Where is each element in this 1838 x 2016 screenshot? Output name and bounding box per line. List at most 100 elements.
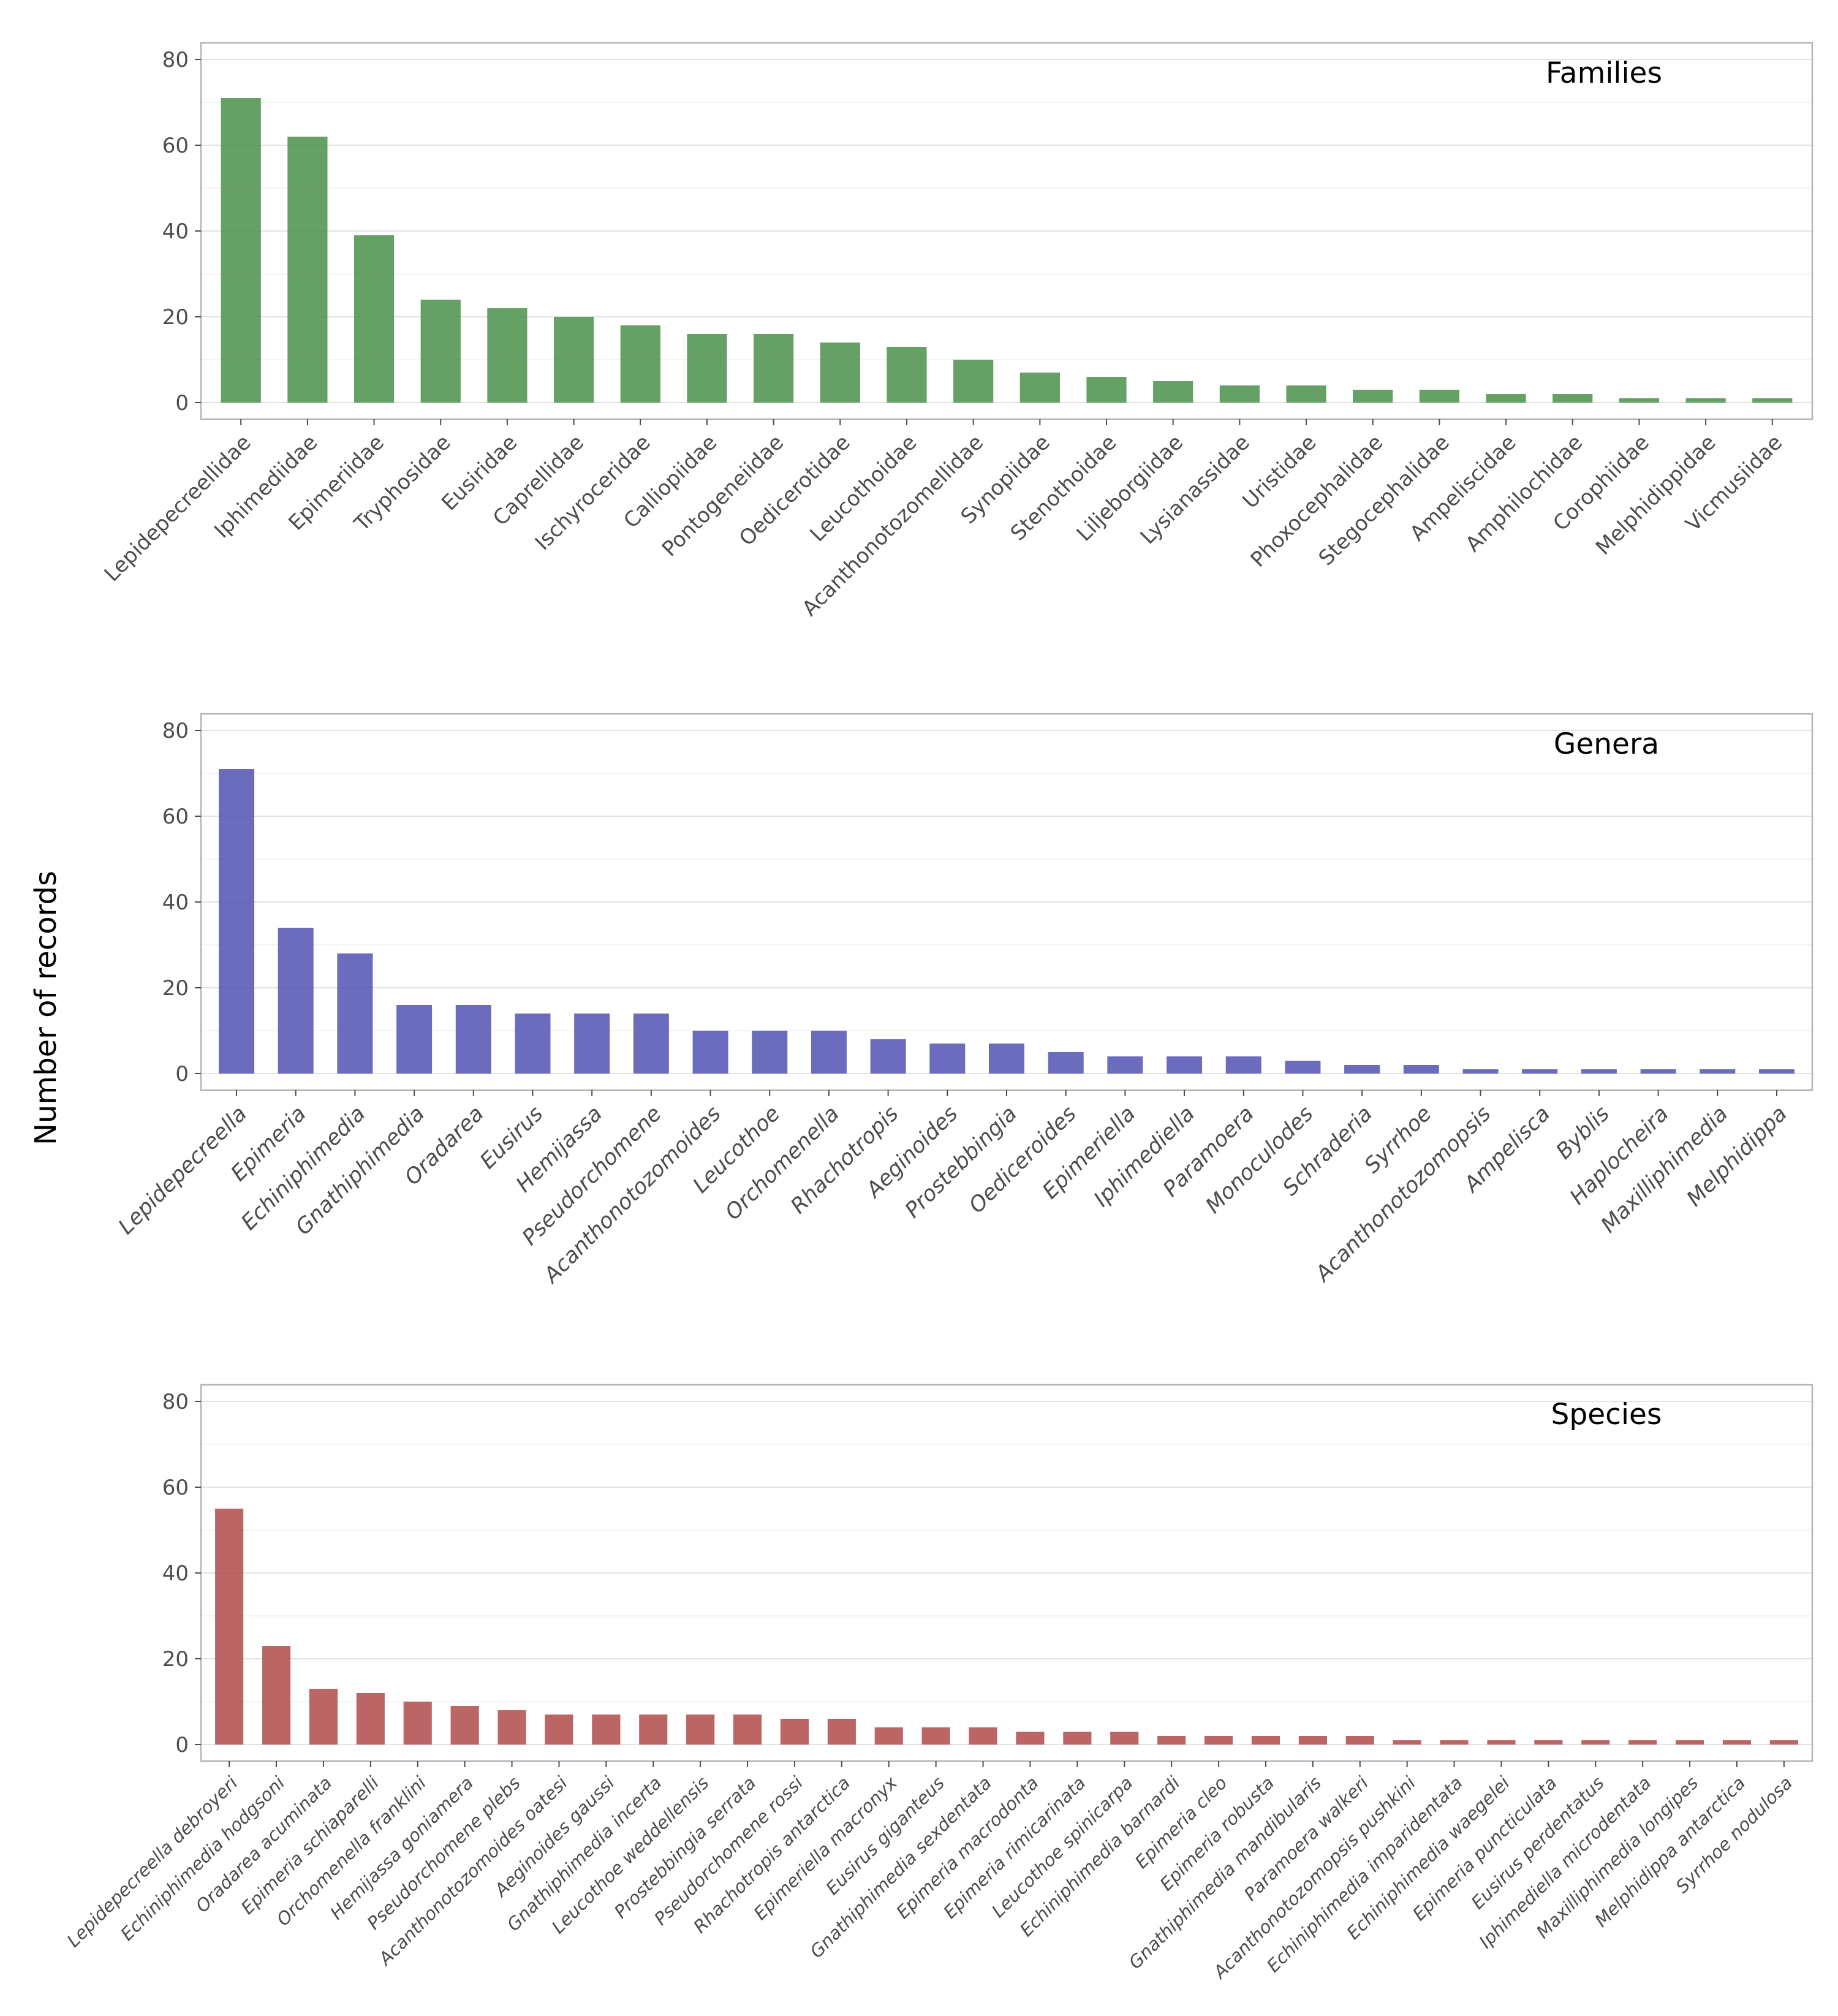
bar-pseudorchomene [633,1014,669,1074]
bar-corophiidae [1619,398,1660,403]
bar-stegocephalidae [1419,390,1460,403]
bar-melphidippa [1758,1069,1795,1074]
panel-title: Species [1551,1398,1662,1431]
bar-liljeborgiidae [1153,381,1193,403]
x-tick-label: Oediceroides [964,1102,1081,1218]
bar-stenothoidae [1086,377,1127,403]
bar-phoxocephalidae [1353,390,1393,403]
bar-acanthonotozomoides [692,1031,728,1074]
chart-panel-2: 020406080LepidepecreellaEpimeriaEchiniph… [114,713,1813,1289]
bar-maxilliphimedia-longipes [1675,1740,1704,1745]
bar-eusirus-perdentatus [1581,1740,1610,1745]
bar-orchomenella-franklini [403,1702,432,1745]
bar-orchomenella [811,1031,847,1074]
bar-paramoera-walkeri [1345,1736,1374,1745]
y-tick-label: 40 [162,1561,189,1586]
bar-vicmusiidae [1752,398,1793,403]
bar-lepidepecreella-debroyeri [215,1509,244,1745]
bar-uristidae [1286,385,1326,403]
bar-melphidippa-antarctica [1722,1740,1752,1745]
bar-epimeria-robusta [1251,1736,1280,1745]
bar-lepidepecreella [219,769,255,1074]
bar-pseudorchomene-rossi [780,1719,809,1745]
bar-aeginoides [929,1044,966,1074]
bar-epimeria-puncticulata [1534,1740,1563,1745]
bar-epimeria-schiaparelli [356,1693,385,1745]
bar-monoculodes [1285,1061,1321,1074]
bar-synopiidae [1019,373,1060,403]
bar-calliopiidae [687,334,727,403]
bar-oediceroides [1048,1052,1084,1074]
bar-prostebbingia-serrata [733,1715,762,1745]
bar-iphimediella-microdentata [1628,1740,1657,1745]
x-tick-label: Rhachotropis [786,1102,903,1219]
bar-prostebbingia [988,1044,1025,1074]
bar-amphilochidae [1552,394,1593,403]
bar-ampelisca [1522,1069,1558,1074]
bar-leucothoe-weddellensis [686,1715,715,1745]
x-tick-label: Iphimediella microdentata [1475,1772,1655,1952]
bar-gnathiphimedia-incerta [639,1715,668,1745]
bar-syrrhoe-nodulosa [1769,1740,1798,1745]
bar-byblis [1581,1069,1617,1074]
bar-tryphosidae [420,300,461,403]
bar-eusirus [515,1014,551,1074]
y-tick-label: 80 [162,1390,189,1414]
bar-haplocheira [1640,1069,1676,1074]
y-tick-label: 20 [162,976,189,1001]
bar-gnathiphimedia-mandibularis [1298,1736,1327,1745]
x-tick-label: Pontogeneiidae [657,430,789,561]
bar-echiniphimedia-waegelei [1487,1740,1516,1745]
bar-oradarea-acuminata [309,1689,338,1745]
y-tick-label: 60 [162,1476,189,1500]
bar-rhachotropis [870,1039,906,1074]
bar-epimeria-macrodonta [1016,1732,1045,1745]
bar-lysianassidae [1219,385,1260,403]
panel-title: Genera [1554,727,1659,761]
y-tick-label: 80 [162,48,189,72]
bar-epimeriella-macronyx [874,1727,903,1745]
bar-gnathiphimedia-sexdentata [969,1727,997,1745]
x-tick-label: Ischyroceridae [531,430,656,555]
bar-echiniphimedia [337,953,373,1074]
bar-oedicerotidae [820,343,860,403]
bar-epimeriella [1107,1056,1143,1074]
bar-caprellidae [553,317,594,403]
bar-aeginoides-gaussi [592,1715,621,1745]
y-axis-label-container: Number of records [0,0,92,2016]
y-tick-label: 40 [162,219,189,244]
bar-acanthonotozomopsis-pushkini [1393,1740,1421,1745]
bar-epimeria-rimicarinata [1063,1732,1092,1745]
bar-leucothoe [752,1031,788,1074]
y-axis-label: Number of records [29,871,63,1145]
y-tick-label: 0 [175,391,189,415]
bar-iphimediella [1167,1056,1203,1074]
bar-hemijassa [574,1014,610,1074]
bar-leucothoe-spinicarpa [1110,1732,1139,1745]
bar-eusirus-giganteus [921,1727,950,1745]
bar-iphimediidae [287,137,328,403]
panel-title: Families [1546,56,1662,90]
bar-schraderia [1344,1065,1380,1074]
bar-echiniphimedia-barnardi [1157,1736,1186,1745]
bar-epimeria [278,928,314,1074]
bar-maxilliphimedia [1700,1069,1736,1074]
bar-epimeria-cleo [1204,1736,1233,1745]
y-tick-label: 0 [175,1733,189,1757]
bar-acanthonotozomellidae [953,360,994,403]
y-tick-label: 40 [162,890,189,915]
chart-panel-1: 020406080LepidepecreellidaeIphimediidaeE… [100,42,1813,621]
bar-paramoera [1225,1056,1261,1074]
bar-leucothoidae [887,347,927,403]
bar-pseudorchomene-plebs [497,1710,526,1745]
bar-pontogeneiidae [754,334,794,403]
bar-gnathiphimedia [396,1005,433,1074]
y-tick-label: 60 [162,134,189,158]
y-tick-label: 20 [162,305,189,330]
bar-hemijassa-goniamera [450,1706,479,1745]
y-tick-label: 20 [162,1647,189,1672]
x-tick-label: Amphilochidae [1461,430,1588,557]
y-tick-label: 0 [175,1062,189,1086]
